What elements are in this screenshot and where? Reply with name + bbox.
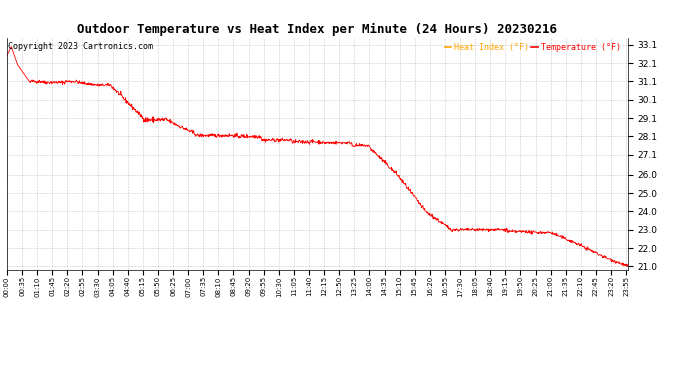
Legend: Heat Index (°F), Temperature (°F): Heat Index (°F), Temperature (°F) [445,43,620,52]
Title: Outdoor Temperature vs Heat Index per Minute (24 Hours) 20230216: Outdoor Temperature vs Heat Index per Mi… [77,23,558,36]
Text: Copyright 2023 Cartronics.com: Copyright 2023 Cartronics.com [8,42,152,51]
